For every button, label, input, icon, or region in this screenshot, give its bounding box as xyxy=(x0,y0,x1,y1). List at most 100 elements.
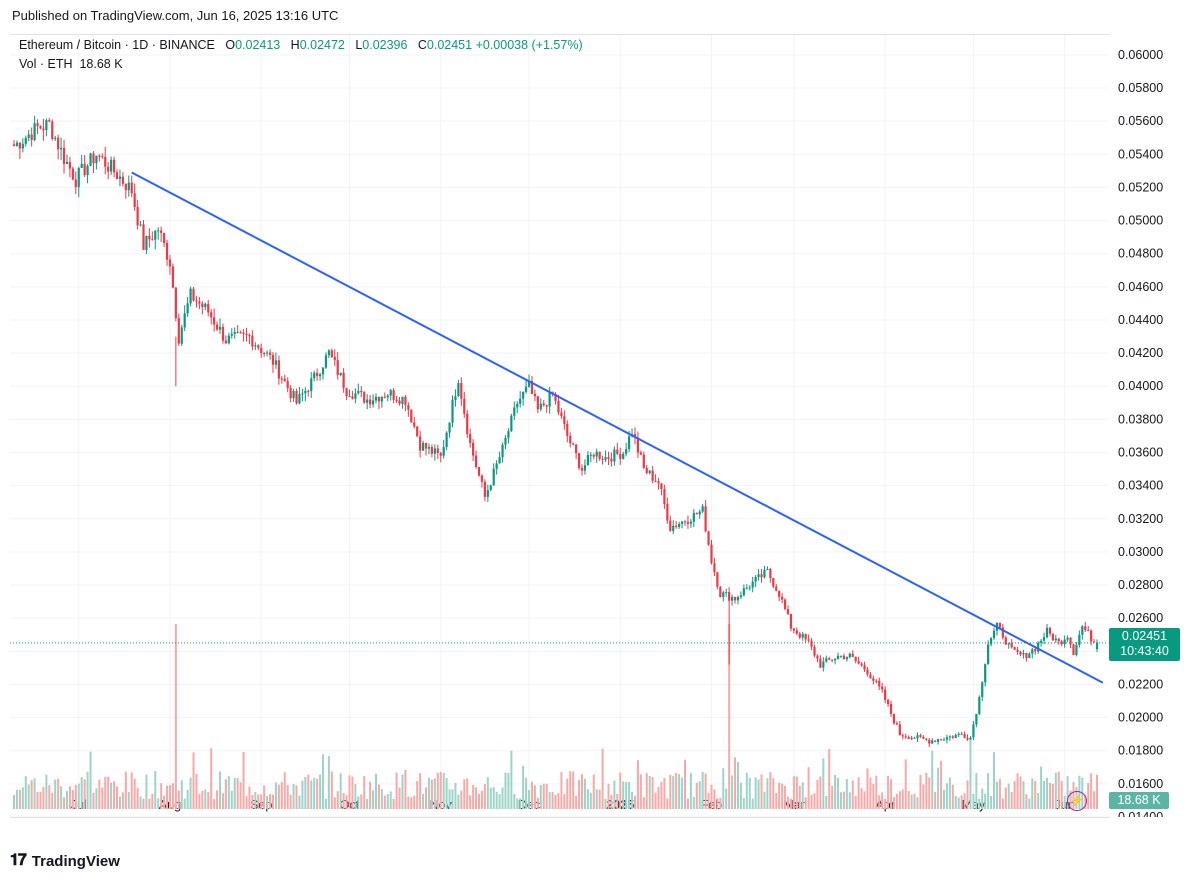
candle-body xyxy=(12,144,16,147)
candle-body xyxy=(1078,634,1081,645)
candle-body xyxy=(277,360,280,379)
candle-body xyxy=(527,380,531,387)
candle-body xyxy=(1037,642,1040,652)
volume-bar xyxy=(633,795,636,809)
volume-bar xyxy=(204,789,207,809)
candle-body xyxy=(1092,641,1096,643)
close-label: C xyxy=(417,38,427,52)
symbol-label[interactable]: Ethereum / Bitcoin · 1D · BINANCE xyxy=(19,38,215,52)
candle-body xyxy=(1095,642,1099,650)
candle-body xyxy=(686,521,690,524)
volume-bar xyxy=(27,784,30,809)
candle-body xyxy=(80,163,83,168)
volume-bar xyxy=(960,795,963,809)
candle-body xyxy=(369,399,372,405)
volume-bar xyxy=(869,777,872,809)
volume-label[interactable]: Vol · ETH xyxy=(19,57,73,71)
volume-bar xyxy=(248,786,251,809)
candle-body xyxy=(498,457,501,464)
volume-bar xyxy=(875,775,878,809)
volume-bar xyxy=(1019,776,1022,809)
volume-bar xyxy=(42,786,45,809)
volume-bar xyxy=(801,782,804,809)
volume-bar xyxy=(154,771,157,809)
candle-body xyxy=(380,396,383,402)
volume-bar xyxy=(95,788,98,809)
candle-body xyxy=(218,326,222,330)
volume-bar xyxy=(1093,791,1096,809)
candle-body xyxy=(972,724,975,738)
candle-body xyxy=(107,166,110,172)
volume-bar xyxy=(1025,794,1028,809)
volume-bar xyxy=(177,790,180,809)
volume-bar xyxy=(695,782,698,809)
candle-body xyxy=(589,454,592,456)
volume-bar xyxy=(901,789,904,809)
volume-bar xyxy=(731,775,734,809)
volume-bar xyxy=(848,792,851,809)
candle-body xyxy=(36,123,39,127)
volume-bar xyxy=(363,776,366,809)
volume-bar xyxy=(322,754,325,809)
volume-bar xyxy=(257,794,260,809)
candle-body xyxy=(878,680,881,687)
volume-bar xyxy=(210,748,213,809)
candle-body xyxy=(480,475,484,482)
candle-body xyxy=(960,733,963,735)
candle-body xyxy=(448,422,451,433)
candle-body xyxy=(778,590,781,597)
volume-bar xyxy=(940,760,943,809)
volume-bar xyxy=(419,773,422,809)
candle-body xyxy=(133,193,136,207)
candle-body xyxy=(951,736,954,738)
volume-bar xyxy=(316,778,319,809)
candle-body xyxy=(598,451,601,459)
candle-body xyxy=(136,206,139,226)
volume-bar xyxy=(369,781,372,809)
candle-body xyxy=(313,372,316,379)
candle-body xyxy=(645,467,648,473)
volume-bar xyxy=(913,793,916,809)
candle-body xyxy=(460,383,463,399)
candle-body xyxy=(957,733,960,735)
candle-body xyxy=(345,388,348,396)
volume-bar xyxy=(342,793,345,809)
volume-bar xyxy=(160,783,163,809)
candle-body xyxy=(436,448,439,453)
tradingview-footer[interactable]: 𝟏𝟕 TradingView xyxy=(10,852,120,870)
candle-body xyxy=(442,446,445,456)
candle-body xyxy=(798,633,801,638)
volume-bar xyxy=(972,793,975,809)
y-tick-label: 0.03600 xyxy=(1118,446,1163,460)
volume-bar xyxy=(572,771,575,809)
volume-bar xyxy=(360,794,363,809)
volume-bar xyxy=(625,782,628,809)
volume-bar xyxy=(734,757,737,809)
volume-bar xyxy=(168,785,171,809)
candle-body xyxy=(513,407,516,416)
candle-body xyxy=(657,481,660,484)
candle-body xyxy=(195,300,198,302)
candle-body xyxy=(1007,642,1010,645)
candle-body xyxy=(257,345,260,348)
candle-body xyxy=(310,378,313,392)
candle-body xyxy=(307,390,310,392)
candle-body xyxy=(707,531,710,545)
candle-body xyxy=(168,259,172,267)
candle-body xyxy=(186,303,189,314)
lightning-icon[interactable]: ⚡ xyxy=(1067,791,1087,811)
volume-bar xyxy=(260,794,263,809)
volume-bar xyxy=(186,789,189,809)
candle-body xyxy=(86,165,89,176)
candle-body xyxy=(669,520,672,531)
price-chart[interactable]: 0.06000 0.05800 0.05600 0.05400 0.05200 0.050… xyxy=(10,35,1200,817)
volume-bar xyxy=(357,796,360,809)
candle-body xyxy=(610,458,613,462)
volume-bar xyxy=(666,798,669,809)
volume-bar xyxy=(348,775,351,809)
volume-bar xyxy=(304,776,307,809)
volume-bar xyxy=(613,780,616,809)
candle-body xyxy=(495,463,498,469)
candle-body xyxy=(292,390,295,399)
candle-body xyxy=(536,396,539,410)
